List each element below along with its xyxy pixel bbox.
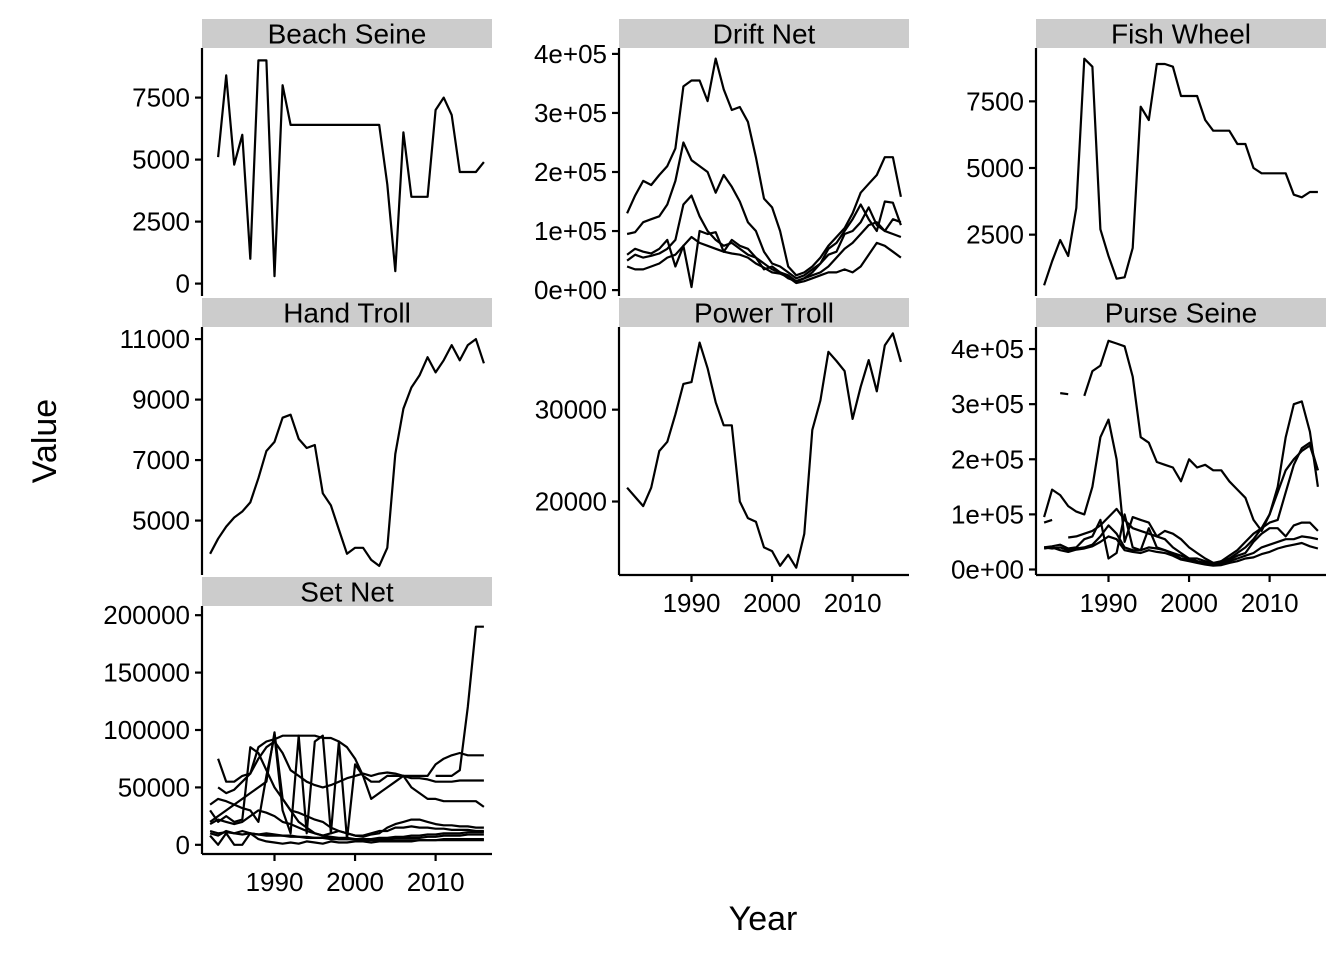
facet-strip-beach-seine <box>202 19 492 48</box>
series-line-set-net-3 <box>209 734 485 841</box>
facet-strip-set-net <box>202 577 492 606</box>
series-line-drift-net-1 <box>626 57 902 277</box>
x-tick-label-set-net: 1990 <box>246 867 304 897</box>
y-tick-label-purse-seine: 3e+05 <box>951 389 1024 419</box>
y-tick-label-set-net: 200000 <box>103 600 190 630</box>
facet-strip-fish-wheel <box>1036 19 1326 48</box>
facet-set-net: Set Net 0 50000 100000 150000 200000 1990 2000 2… <box>103 577 492 897</box>
x-tick-label-purse-seine: 2000 <box>1160 588 1218 618</box>
y-tick-label-drift-net: 0e+00 <box>534 275 607 305</box>
y-tick-label-power-troll: 30000 <box>535 395 607 425</box>
facet-strip-drift-net <box>619 19 909 48</box>
facet-strip-power-troll <box>619 298 909 327</box>
facet-title-beach-seine: Beach Seine <box>268 19 427 50</box>
facet-beach-seine: Beach Seine 0 2500 5000 7500 <box>132 19 492 299</box>
facet-hand-troll: Hand Troll 5000 7000 9000 11000 <box>120 298 492 575</box>
y-tick-label-beach-seine: 7500 <box>132 83 190 113</box>
facet-title-purse-seine: Purse Seine <box>1105 298 1258 329</box>
y-tick-label-hand-troll: 9000 <box>132 385 190 415</box>
x-tick-label-power-troll: 2010 <box>824 588 882 618</box>
series-line-drift-net-2 <box>626 141 902 280</box>
x-tick-label-power-troll: 1990 <box>663 588 721 618</box>
x-tick-label-set-net: 2010 <box>407 867 465 897</box>
y-tick-label-drift-net: 1e+05 <box>534 216 607 246</box>
y-tick-label-fish-wheel: 5000 <box>966 153 1024 183</box>
series-line-beach-seine-1 <box>217 59 485 278</box>
y-tick-label-beach-seine: 5000 <box>132 145 190 175</box>
series-line-fish-wheel-1 <box>1043 57 1318 286</box>
series-line-set-net-1 <box>217 734 484 783</box>
series-line-purse-seine-5 <box>1068 441 1319 565</box>
y-tick-label-purse-seine: 0e+00 <box>951 554 1024 584</box>
y-tick-label-purse-seine: 4e+05 <box>951 334 1024 364</box>
facet-title-set-net: Set Net <box>300 577 394 608</box>
y-tick-label-purse-seine: 2e+05 <box>951 444 1024 474</box>
x-axis-title: Year <box>729 900 798 938</box>
x-tick-label-purse-seine: 2010 <box>1241 588 1299 618</box>
y-tick-label-drift-net: 2e+05 <box>534 157 607 187</box>
series-line-purse-seine-4 <box>1043 518 1053 524</box>
series-line-purse-seine-3 <box>1043 418 1319 566</box>
facet-power-troll: Power Troll 20000 30000 1990 2000 2010 <box>535 298 909 618</box>
facet-title-hand-troll: Hand Troll <box>283 298 411 329</box>
y-tick-label-hand-troll: 5000 <box>132 506 190 536</box>
y-tick-label-beach-seine: 2500 <box>132 207 190 237</box>
series-line-set-net-5 <box>209 746 484 837</box>
y-tick-label-power-troll: 20000 <box>535 487 607 517</box>
y-tick-label-set-net: 0 <box>176 830 190 860</box>
x-tick-label-purse-seine: 1990 <box>1080 588 1138 618</box>
y-tick-label-drift-net: 3e+05 <box>534 98 607 128</box>
facet-title-fish-wheel: Fish Wheel <box>1111 19 1251 50</box>
series-line-purse-seine-8 <box>1043 535 1319 567</box>
facet-purse-seine: Purse Seine 0e+00 1e+05 2e+05 3e+05 4e+05 1990… <box>951 298 1326 618</box>
series-line-purse-seine-1 <box>1083 339 1319 533</box>
series-line-set-net-10 <box>435 625 484 778</box>
series-line-hand-troll-1 <box>209 338 485 568</box>
facet-panels: Beach Seine 0 2500 5000 7500 Drift Net 0e+00 1e… <box>103 19 1326 897</box>
x-tick-label-set-net: 2000 <box>326 867 384 897</box>
series-line-drift-net-4 <box>626 194 902 283</box>
y-tick-label-set-net: 150000 <box>103 658 190 688</box>
series-line-set-net-9 <box>209 829 484 842</box>
series-line-purse-seine-6 <box>1043 513 1319 566</box>
y-axis-title: Value <box>26 399 64 483</box>
facet-title-drift-net: Drift Net <box>713 19 816 50</box>
y-tick-label-drift-net: 4e+05 <box>534 39 607 69</box>
y-tick-label-purse-seine: 1e+05 <box>951 499 1024 529</box>
y-tick-label-fish-wheel: 7500 <box>966 86 1024 116</box>
series-line-power-troll-1 <box>626 332 902 569</box>
facet-drift-net: Drift Net 0e+00 1e+05 2e+05 3e+05 4e+05 <box>534 19 909 305</box>
series-line-set-net-6 <box>209 809 484 841</box>
facet-strip-purse-seine <box>1036 298 1326 327</box>
facet-title-power-troll: Power Troll <box>694 298 834 329</box>
y-tick-label-hand-troll: 11000 <box>120 324 190 354</box>
y-tick-label-set-net: 50000 <box>118 772 190 802</box>
y-tick-label-beach-seine: 0 <box>176 269 190 299</box>
y-tick-label-fish-wheel: 2500 <box>966 220 1024 250</box>
series-line-drift-net-5 <box>626 235 902 285</box>
y-tick-label-hand-troll: 7000 <box>132 445 190 475</box>
facet-fish-wheel: Fish Wheel 2500 5000 7500 <box>966 19 1326 296</box>
facet-strip-hand-troll <box>202 298 492 327</box>
x-tick-label-power-troll: 2000 <box>743 588 801 618</box>
y-tick-label-set-net: 100000 <box>103 715 190 745</box>
series-line-purse-seine-2 <box>1060 392 1069 396</box>
series-line-set-net-2 <box>217 740 484 795</box>
series-line-drift-net-3 <box>626 206 902 289</box>
